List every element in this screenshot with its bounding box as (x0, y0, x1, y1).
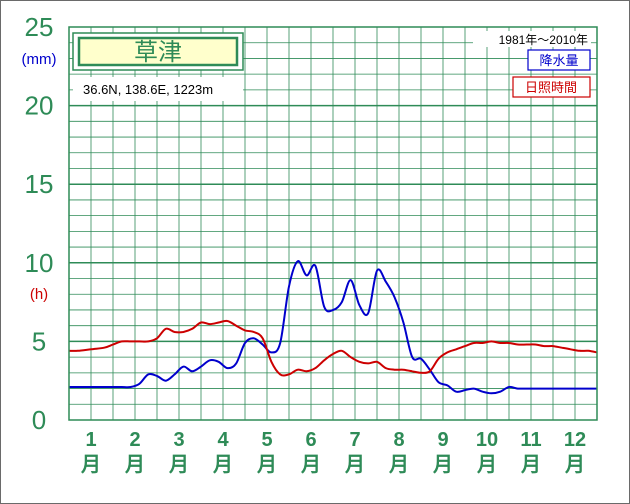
legend-sunshine-label: 日照時間 (525, 80, 577, 95)
x-tick-label: 9 (437, 429, 448, 451)
x-tick-label: 12 (564, 429, 586, 451)
x-tick-month-suffix: 月 (256, 454, 277, 476)
period-label: 1981年〜2010年 (499, 33, 588, 47)
sunshine-line (68, 319, 598, 377)
y-tick-label: 0 (32, 405, 46, 435)
x-tick-month-suffix: 月 (476, 454, 497, 476)
x-tick-month-suffix: 月 (80, 454, 101, 476)
period-box (473, 31, 591, 47)
x-tick-label: 6 (305, 429, 316, 451)
series-layer (68, 260, 598, 395)
x-tick-month-suffix: 月 (124, 454, 145, 476)
station-label-box (77, 36, 239, 67)
legend-precip-box (527, 49, 591, 71)
x-tick-month-suffix: 月 (520, 454, 541, 476)
precip-line (69, 260, 597, 395)
x-tick-month-suffix: 月 (212, 454, 233, 476)
x-tick-month-suffix: 月 (344, 454, 365, 476)
x-tick-label: 10 (476, 429, 498, 451)
legend-precip-label: 降水量 (539, 53, 578, 68)
y-tick-label: 5 (32, 326, 46, 356)
x-tick-label: 2 (129, 429, 140, 451)
station-name: 草津 (134, 39, 182, 66)
x-tick-label: 1 (85, 429, 96, 451)
x-tick-label: 8 (393, 429, 404, 451)
y-axis: 0 5 10 15 20 25 (25, 12, 54, 435)
x-axis: 1 月 2 月 3 月 4 月 5 月 6 月 7 月 8 月 9 月 10 月 11 月 12 月 (80, 429, 586, 476)
x-tick-label: 3 (173, 429, 184, 451)
x-tick-label: 5 (261, 429, 272, 451)
station-coordinates: 36.6N, 138.6E, 1223m (83, 82, 213, 97)
legend-sunshine-box (512, 76, 591, 98)
plot-border (68, 26, 598, 421)
sunshine-unit: (h) (30, 286, 48, 303)
y-tick-label: 15 (25, 169, 54, 199)
y-tick-label: 20 (25, 91, 54, 121)
x-tick-label: 7 (349, 429, 360, 451)
x-tick-label: 4 (217, 429, 229, 451)
y-tick-label: 25 (25, 12, 54, 42)
x-tick-month-suffix: 月 (388, 454, 409, 476)
coords-box (73, 77, 243, 101)
x-tick-label: 11 (520, 429, 541, 451)
grid (69, 27, 597, 420)
precip-unit: (mm) (22, 51, 57, 68)
x-tick-month-suffix: 月 (432, 454, 453, 476)
y-tick-label: 10 (25, 248, 54, 278)
x-tick-month-suffix: 月 (300, 454, 321, 476)
x-tick-month-suffix: 月 (168, 454, 189, 476)
x-tick-month-suffix: 月 (564, 454, 585, 476)
